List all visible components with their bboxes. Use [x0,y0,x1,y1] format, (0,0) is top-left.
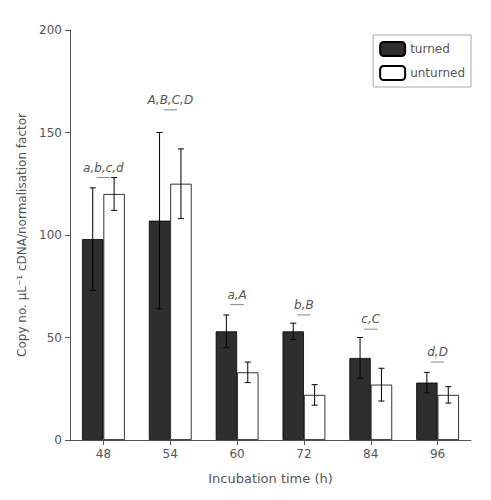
svg-text:turned: turned [410,42,450,56]
svg-text:0: 0 [54,433,62,447]
svg-text:unturned: unturned [410,66,465,80]
svg-text:54: 54 [163,447,178,461]
svg-text:72: 72 [296,447,311,461]
svg-text:84: 84 [363,447,378,461]
svg-text:Copy no. μL⁻¹ cDNA/normalisati: Copy no. μL⁻¹ cDNA/normalisation factor [15,113,29,357]
svg-text:200: 200 [39,23,62,37]
svg-text:100: 100 [39,228,62,242]
svg-text:a,b,c,d: a,b,c,d [83,161,124,175]
svg-text:A,B,C,D: A,B,C,D [146,93,193,107]
svg-text:150: 150 [39,126,62,140]
svg-text:96: 96 [430,447,445,461]
svg-text:50: 50 [47,331,62,345]
svg-text:a,A: a,A [227,288,246,302]
svg-text:c,C: c,C [361,312,380,326]
svg-text:60: 60 [229,447,244,461]
svg-text:48: 48 [96,447,111,461]
svg-text:Incubation time (h): Incubation time (h) [208,471,333,486]
svg-text:d,D: d,D [427,345,448,359]
svg-text:b,B: b,B [294,298,314,312]
